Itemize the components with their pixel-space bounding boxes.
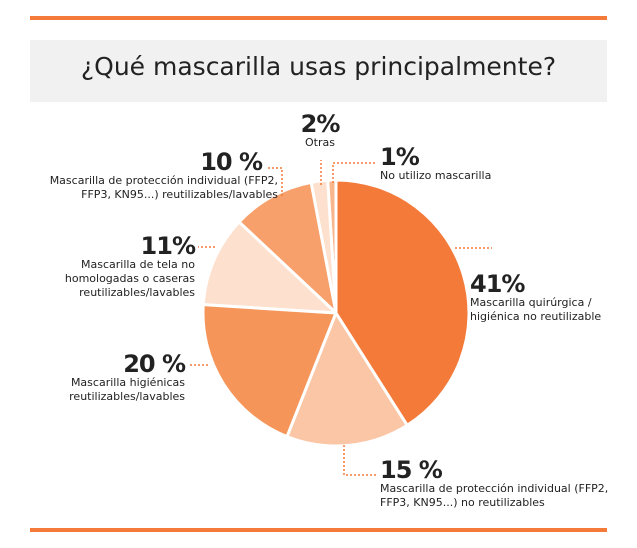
slice <box>285 309 410 448</box>
slice-label: 10 % Mascarilla de protección individual… <box>40 150 278 202</box>
leader <box>332 162 376 183</box>
category-label: Mascarilla de protección individual (FFP… <box>49 174 278 201</box>
value-label: 1% <box>380 143 420 171</box>
category-label: Mascarilla de tela no homologadas o case… <box>64 258 195 299</box>
leader <box>343 445 376 476</box>
value-label: 20 % <box>123 350 186 378</box>
slice-label: 11% Mascarilla de tela no homologadas o … <box>50 232 196 300</box>
value-label: 10 % <box>200 148 263 176</box>
value-label: 41% <box>470 270 525 298</box>
slice-label: 41% Mascarilla quirúrgica / higiénica no… <box>470 272 620 324</box>
category-label: Mascarilla de protección individual (FFP… <box>380 482 609 509</box>
category-label: Mascarilla quirúrgica / higiénica no reu… <box>470 296 602 323</box>
leaders <box>190 160 492 476</box>
category-label: No utilizo mascarilla <box>380 169 492 182</box>
bottom-rule <box>30 528 607 532</box>
category-label: Otras <box>305 136 335 149</box>
value-label: 2% <box>300 110 341 138</box>
slice <box>236 180 339 318</box>
slice-label: 15 % Mascarilla de protección individual… <box>380 458 610 510</box>
slice <box>201 303 339 439</box>
top-rule <box>30 16 607 20</box>
category-label: Mascarilla higiénicas reutilizables/lava… <box>69 376 185 403</box>
slice <box>334 178 471 428</box>
slice-label: 1% No utilizo mascarilla <box>380 145 520 183</box>
title-band <box>30 40 607 102</box>
value-label: 11% <box>140 232 196 260</box>
slice-label: 2% Otras <box>290 112 350 150</box>
slice <box>201 219 341 315</box>
chart-title: ¿Qué mascarilla usas principalmente? <box>80 52 557 81</box>
value-label: 15 % <box>380 456 443 484</box>
slice-label: 20 % Mascarilla higiénicas reutilizables… <box>50 350 186 404</box>
leader <box>268 167 283 196</box>
